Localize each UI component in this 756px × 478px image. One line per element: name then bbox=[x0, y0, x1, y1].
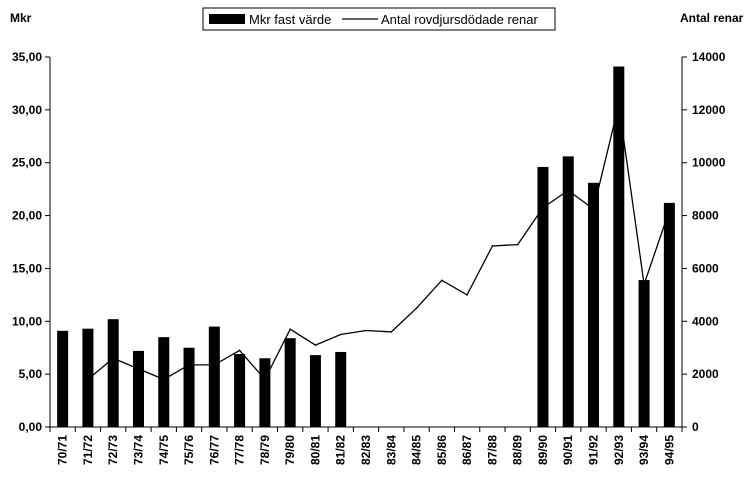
x-tick-label: 92/93 bbox=[612, 435, 626, 465]
line-point bbox=[415, 307, 418, 309]
x-tick-label: 83/84 bbox=[384, 435, 398, 465]
bar bbox=[613, 66, 625, 427]
bar bbox=[663, 202, 675, 427]
x-tick-label: 81/82 bbox=[334, 435, 348, 465]
right-tick-label: 8000 bbox=[692, 209, 719, 223]
left-tick-label: 0,00 bbox=[19, 420, 43, 434]
left-y-ticks: 0,00 5,00 10,00 15,00 20,00 25,00 30,00 35,00 bbox=[12, 50, 50, 434]
right-tick-label: 0 bbox=[692, 420, 699, 434]
line-point bbox=[112, 357, 114, 360]
left-tick-label: 20,00 bbox=[12, 209, 42, 223]
bar bbox=[588, 182, 600, 427]
legend-frame bbox=[202, 7, 556, 31]
x-tick-label: 89/90 bbox=[536, 435, 550, 465]
x-tick-label: 77/78 bbox=[233, 435, 247, 465]
line-series bbox=[87, 103, 671, 381]
x-tick-label: 80/81 bbox=[308, 435, 322, 465]
line-point bbox=[137, 368, 140, 370]
line-point bbox=[567, 189, 570, 192]
bar bbox=[183, 347, 195, 427]
x-tick-label: 72/73 bbox=[106, 435, 120, 465]
x-tick-label: 88/89 bbox=[511, 435, 525, 465]
x-tick-label: 86/87 bbox=[460, 435, 474, 465]
right-tick-label: 14000 bbox=[692, 50, 726, 64]
bar bbox=[259, 358, 271, 427]
line-point bbox=[516, 243, 519, 246]
line-point bbox=[618, 103, 620, 106]
right-tick-label: 2000 bbox=[692, 367, 719, 381]
bar bbox=[537, 166, 549, 427]
line-point bbox=[441, 279, 443, 282]
left-tick-label: 10,00 bbox=[12, 314, 42, 328]
x-tick-label: 74/75 bbox=[157, 435, 171, 465]
legend: Mkr fast värde Antal rovdjursdödade rena… bbox=[202, 7, 556, 31]
left-tick-label: 25,00 bbox=[12, 156, 42, 170]
x-tick-label: 93/94 bbox=[637, 435, 651, 465]
right-tick-label: 4000 bbox=[692, 314, 719, 328]
right-axis-title: Antal renar bbox=[680, 11, 744, 25]
x-tick-label: 84/85 bbox=[410, 435, 424, 465]
x-tick-label: 75/76 bbox=[182, 435, 196, 465]
line-point bbox=[264, 378, 266, 381]
bar bbox=[208, 326, 220, 427]
legend-bar-label: Mkr fast värde bbox=[249, 12, 331, 27]
x-tick-label: 87/88 bbox=[485, 435, 499, 465]
bar bbox=[82, 328, 94, 427]
bar bbox=[335, 351, 347, 427]
bar bbox=[57, 330, 69, 427]
line-point bbox=[238, 349, 241, 352]
x-tick-label: 71/72 bbox=[81, 435, 95, 465]
line-point bbox=[188, 364, 190, 366]
bar bbox=[132, 350, 144, 427]
line-point bbox=[592, 208, 595, 210]
x-tick-label: 73/74 bbox=[131, 435, 145, 465]
bar bbox=[234, 354, 246, 427]
bar bbox=[562, 156, 574, 427]
bar bbox=[638, 280, 650, 427]
x-tick-label: 85/86 bbox=[435, 435, 449, 465]
legend-bar-swatch bbox=[209, 14, 245, 24]
line-point bbox=[289, 328, 291, 331]
left-tick-label: 15,00 bbox=[12, 261, 42, 275]
right-tick-label: 6000 bbox=[692, 261, 719, 275]
line-point bbox=[162, 378, 165, 381]
x-tick-label: 91/92 bbox=[587, 435, 601, 465]
line-point bbox=[466, 294, 468, 296]
line-point bbox=[213, 364, 216, 366]
left-axis-title: Mkr bbox=[10, 11, 32, 25]
x-tick-label: 90/91 bbox=[561, 435, 575, 465]
line-point bbox=[87, 378, 89, 381]
line-point bbox=[365, 329, 367, 332]
line-point bbox=[491, 245, 494, 247]
bar-series bbox=[57, 66, 675, 427]
line-point bbox=[339, 333, 342, 336]
bar bbox=[284, 338, 296, 427]
x-tick-label: 70/71 bbox=[56, 435, 70, 465]
line-point bbox=[390, 331, 393, 333]
line-point bbox=[314, 344, 317, 346]
series-line bbox=[87, 104, 671, 381]
legend-line-label: Antal rovdjursdödade renar bbox=[381, 12, 538, 27]
right-tick-label: 10000 bbox=[692, 156, 726, 170]
bar bbox=[158, 337, 170, 427]
line-point bbox=[643, 283, 645, 286]
line-point bbox=[668, 209, 671, 212]
left-tick-label: 30,00 bbox=[12, 103, 42, 117]
left-tick-label: 35,00 bbox=[12, 50, 42, 64]
x-tick-label: 78/79 bbox=[258, 435, 272, 465]
left-tick-label: 5,00 bbox=[19, 367, 43, 381]
bar bbox=[309, 355, 321, 427]
x-tick-label: 82/83 bbox=[359, 435, 373, 465]
right-y-ticks: 0 2000 4000 6000 8000 10000 12000 14000 bbox=[682, 50, 726, 434]
x-tick-label: 79/80 bbox=[283, 435, 297, 465]
line-point bbox=[542, 206, 544, 209]
x-ticks: 70/71 71/72 72/73 73/74 74/75 75/76 76/77 77/78… bbox=[49, 427, 683, 465]
bar bbox=[107, 319, 119, 427]
right-tick-label: 12000 bbox=[692, 103, 726, 117]
x-tick-label: 76/77 bbox=[207, 435, 221, 465]
x-tick-label: 94/95 bbox=[662, 435, 676, 465]
